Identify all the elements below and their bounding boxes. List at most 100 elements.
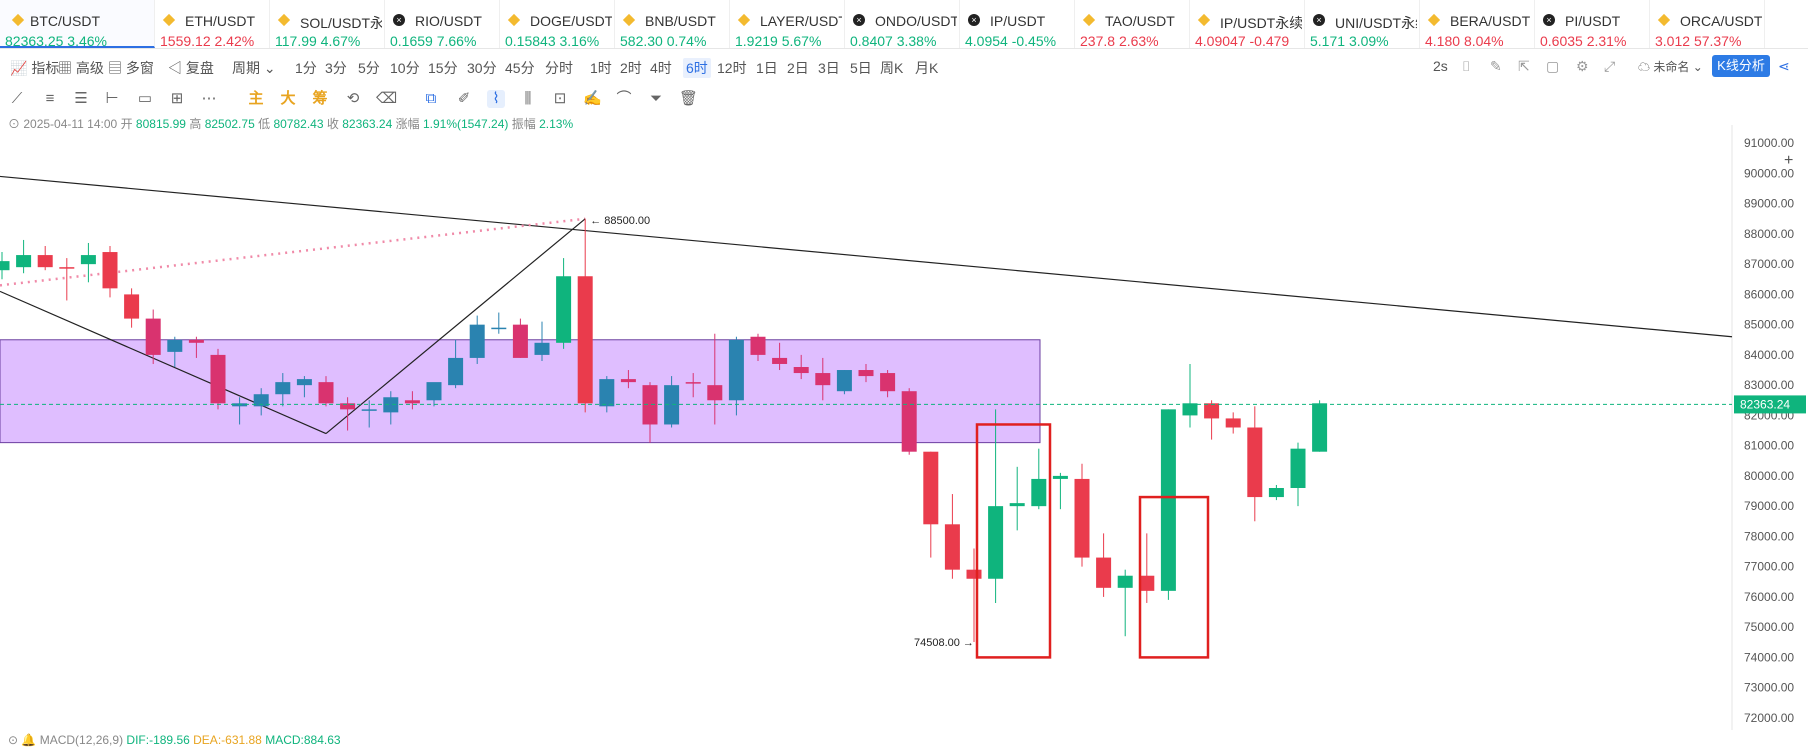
- candle-body[interactable]: [426, 382, 442, 401]
- candle-body[interactable]: [1139, 575, 1155, 591]
- candle-body[interactable]: [1052, 475, 1068, 479]
- candle-body[interactable]: [210, 354, 226, 404]
- candle-body[interactable]: [707, 385, 723, 401]
- candle-body[interactable]: [1312, 403, 1328, 452]
- candle-type-icon[interactable]: ⫼: [524, 90, 532, 107]
- candle-body[interactable]: [923, 451, 939, 525]
- ticker-tab[interactable]: ORCA/USDT 3.012 57.37%: [1650, 0, 1765, 49]
- interval-option[interactable]: 10分: [390, 60, 420, 76]
- candle-body[interactable]: [556, 276, 572, 343]
- layout-icon[interactable]: ▢: [1546, 58, 1560, 74]
- candle-body[interactable]: [448, 357, 464, 386]
- kline-analysis-button[interactable]: K线分析: [1712, 55, 1770, 77]
- interval-option[interactable]: 5分: [358, 60, 380, 76]
- ticker-tab[interactable]: LAYER/USDT 1.9219 5.67%: [730, 0, 845, 49]
- interval-option[interactable]: 3分: [325, 60, 347, 76]
- ticker-tab[interactable]: BTC/USDT 82363.25 3.46%: [0, 0, 155, 49]
- candle-body[interactable]: [534, 342, 550, 355]
- candle-body[interactable]: [1268, 488, 1284, 498]
- ticker-tab[interactable]: × IP/USDT 4.0954 -0.45%: [960, 0, 1075, 49]
- resistance-trendline[interactable]: [0, 175, 1733, 338]
- pen-icon[interactable]: ✎: [1490, 58, 1502, 74]
- interval-option[interactable]: 30分: [467, 60, 497, 76]
- settings-icon[interactable]: ⚙: [1576, 58, 1589, 74]
- candle-body[interactable]: [577, 276, 593, 404]
- ticker-tab[interactable]: × ONDO/USDT 0.8407 3.38%: [845, 0, 960, 49]
- candle-body[interactable]: [80, 255, 96, 265]
- advanced-button[interactable]: ▦ 高级: [58, 60, 104, 76]
- candle-body[interactable]: [1009, 503, 1025, 507]
- candle-body[interactable]: [340, 403, 356, 410]
- candle-body[interactable]: [1225, 418, 1241, 428]
- candle-body[interactable]: [124, 294, 140, 319]
- ticker-tab[interactable]: × UNI/USDT永续 5.171 3.09%: [1305, 0, 1420, 49]
- interval-option[interactable]: 45分: [505, 60, 535, 76]
- trash-icon[interactable]: 🗑: [679, 90, 699, 107]
- sync-icon[interactable]: ⟲: [346, 90, 360, 107]
- ticker-tab[interactable]: BNB/USDT 582.30 0.74%: [615, 0, 730, 49]
- measure-icon[interactable]: ⊞: [170, 90, 184, 107]
- highlight-box-2[interactable]: [1138, 495, 1210, 659]
- interval-option[interactable]: 6时: [683, 58, 711, 78]
- camera-icon[interactable]: ⌷: [1462, 58, 1471, 74]
- interval-option[interactable]: 分时: [545, 60, 573, 76]
- candle-body[interactable]: [836, 370, 852, 392]
- candle-body[interactable]: [944, 524, 960, 570]
- interval-option[interactable]: 3日: [818, 60, 840, 76]
- ticker-tab[interactable]: SOL/USDT永 117.99 4.67%: [270, 0, 385, 49]
- candle-body[interactable]: [59, 267, 75, 269]
- candle-body[interactable]: [16, 255, 32, 268]
- big-order-icon[interactable]: 大: [280, 90, 296, 107]
- candle-body[interactable]: [664, 385, 680, 425]
- ticker-tab[interactable]: BERA/USDT 4.180 8.04%: [1420, 0, 1535, 49]
- interval-option[interactable]: 1时: [590, 60, 612, 76]
- brush-icon[interactable]: ⌒: [616, 90, 632, 107]
- candle-body[interactable]: [815, 373, 831, 386]
- parallel-lines-icon[interactable]: ≡: [45, 90, 55, 107]
- magnet-icon[interactable]: ⌇: [487, 90, 505, 108]
- candle-body[interactable]: [1290, 448, 1306, 488]
- ruler-icon[interactable]: ✐: [457, 90, 471, 107]
- candle-body[interactable]: [1182, 403, 1198, 416]
- share-icon[interactable]: ⇱: [1518, 58, 1530, 74]
- filter-icon[interactable]: ⏷: [649, 90, 662, 107]
- trendline-icon[interactable]: ⟋: [11, 90, 23, 107]
- candle-body[interactable]: [599, 379, 615, 407]
- candle-body[interactable]: [750, 336, 766, 355]
- candle-body[interactable]: [793, 367, 809, 374]
- copy-icon[interactable]: ⧉: [425, 90, 437, 107]
- share-link-icon[interactable]: ⋖: [1778, 58, 1790, 74]
- candle-body[interactable]: [901, 391, 917, 452]
- candle-body[interactable]: [0, 261, 10, 271]
- candle-body[interactable]: [620, 379, 636, 383]
- candle-body[interactable]: [361, 409, 377, 411]
- main-indicator-icon[interactable]: 主: [248, 90, 264, 107]
- chip-distribution-icon[interactable]: 筹: [312, 90, 328, 107]
- candle-body[interactable]: [1247, 427, 1263, 498]
- candle-body[interactable]: [275, 382, 291, 395]
- interval-option[interactable]: 周K: [880, 60, 904, 76]
- interval-option[interactable]: 1日: [756, 60, 778, 76]
- candle-body[interactable]: [512, 324, 528, 358]
- candle-body[interactable]: [1031, 478, 1047, 507]
- candle-body[interactable]: [404, 400, 420, 404]
- candle-body[interactable]: [145, 318, 161, 355]
- interval-option[interactable]: 1分: [295, 60, 317, 76]
- candle-body[interactable]: [469, 324, 485, 358]
- ticker-tab[interactable]: × PI/USDT 0.6035 2.31%: [1535, 0, 1650, 49]
- interval-option[interactable]: 2日: [787, 60, 809, 76]
- interval-option[interactable]: 5日: [850, 60, 872, 76]
- interval-option[interactable]: 月K: [915, 60, 939, 76]
- candle-body[interactable]: [1096, 557, 1112, 588]
- candle-body[interactable]: [253, 394, 269, 407]
- indicators-button[interactable]: 📈 指标: [10, 60, 60, 76]
- candle-body[interactable]: [642, 385, 658, 425]
- lock-icon[interactable]: ⊡: [553, 90, 567, 107]
- candle-body[interactable]: [167, 339, 183, 352]
- candle-body[interactable]: [988, 506, 1004, 579]
- channel-icon[interactable]: ☰: [74, 90, 88, 107]
- ticker-tab[interactable]: × RIO/USDT 0.1659 7.66%: [385, 0, 500, 49]
- interval-option[interactable]: 4时: [650, 60, 672, 76]
- refresh-interval[interactable]: 2s: [1433, 58, 1448, 74]
- candle-body[interactable]: [188, 339, 204, 343]
